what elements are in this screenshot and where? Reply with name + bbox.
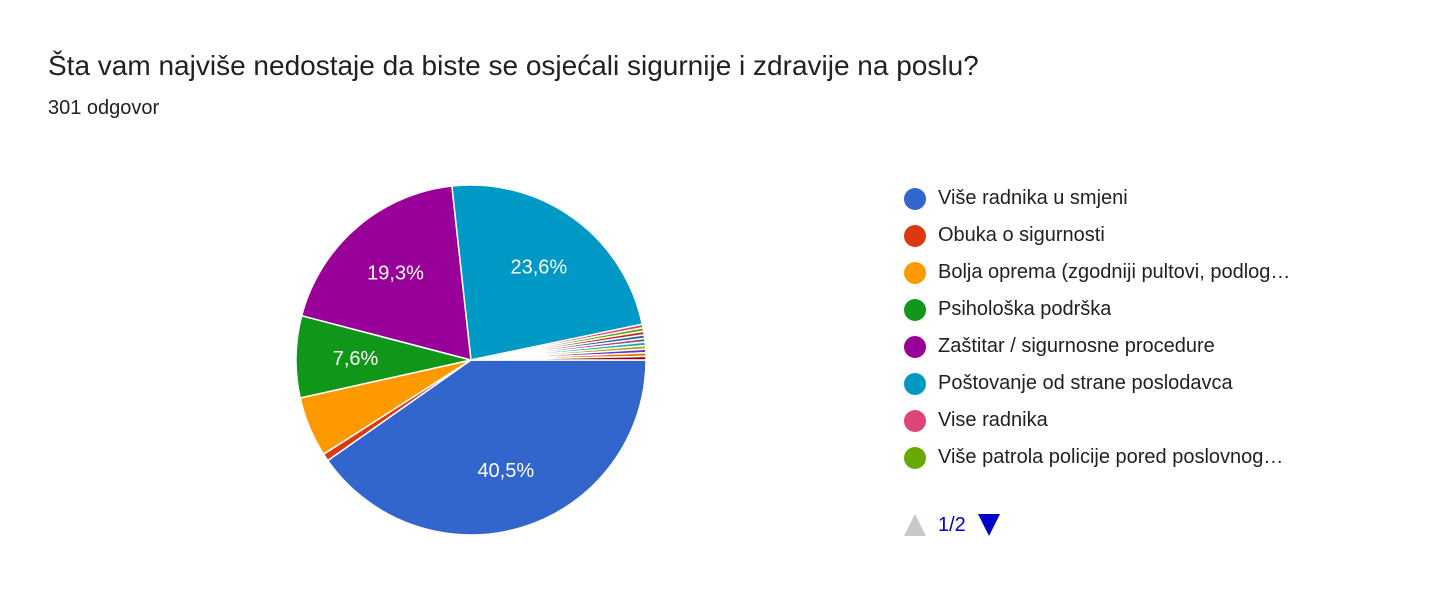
slice-data-label-3: 7,6% bbox=[333, 348, 379, 370]
triangle-down-icon[interactable] bbox=[977, 514, 1000, 536]
legend-item[interactable]: Vise radnika bbox=[904, 402, 1384, 439]
legend-swatch bbox=[904, 187, 926, 210]
triangle-up-icon[interactable] bbox=[904, 514, 926, 536]
legend-label: Više radnika u smjeni bbox=[938, 187, 1128, 209]
pie-slice-5[interactable] bbox=[451, 184, 644, 361]
legend-item[interactable]: Zaštitar / sigurnosne procedure bbox=[904, 328, 1384, 365]
slice-data-label-0: 40,5% bbox=[477, 460, 534, 482]
pie-slice-4[interactable] bbox=[300, 185, 472, 362]
legend-swatch bbox=[904, 298, 926, 321]
legend-label: Bolja oprema (zgodniji pultovi, podlog… bbox=[938, 261, 1291, 283]
page-indicator: 1/2 bbox=[938, 513, 966, 536]
legend-item[interactable]: Više patrola policije pored poslovnog… bbox=[904, 439, 1384, 476]
legend-swatch bbox=[904, 409, 926, 432]
slice-data-label-4: 19,3% bbox=[367, 263, 424, 285]
legend-label: Obuka o sigurnosti bbox=[938, 224, 1105, 246]
legend-swatch bbox=[904, 446, 926, 469]
legend-label: Zaštitar / sigurnosne procedure bbox=[938, 335, 1215, 357]
legend-label: Psihološka podrška bbox=[938, 298, 1112, 320]
legend-item[interactable]: Obuka o sigurnosti bbox=[904, 217, 1384, 254]
legend-item[interactable]: Više radnika u smjeni bbox=[904, 180, 1384, 217]
pie-slice-15[interactable] bbox=[470, 355, 647, 361]
legend-swatch bbox=[904, 224, 926, 247]
response-count: 301 odgovor bbox=[48, 97, 160, 119]
legend-item[interactable]: Psihološka podrška bbox=[904, 291, 1384, 328]
slice-data-label-5: 23,6% bbox=[510, 257, 567, 279]
pie-slice-0[interactable] bbox=[326, 359, 647, 536]
chart-title: Šta vam najviše nedostaje da biste se os… bbox=[48, 50, 979, 81]
legend-swatch bbox=[904, 335, 926, 358]
legend-label: Poštovanje od strane poslodavca bbox=[938, 372, 1233, 394]
legend-item[interactable]: Bolja oprema (zgodniji pultovi, podlog… bbox=[904, 254, 1384, 291]
legend-label: Više patrola policije pored poslovnog… bbox=[938, 446, 1284, 468]
legend-swatch bbox=[904, 261, 926, 284]
legend: Više radnika u smjeni Obuka o sigurnosti B… bbox=[904, 180, 1384, 476]
legend-label: Vise radnika bbox=[938, 409, 1048, 431]
legend-item[interactable]: Poštovanje od strane poslodavca bbox=[904, 365, 1384, 402]
legend-swatch bbox=[904, 372, 926, 395]
legend-pager: 1/2 bbox=[904, 510, 1000, 540]
